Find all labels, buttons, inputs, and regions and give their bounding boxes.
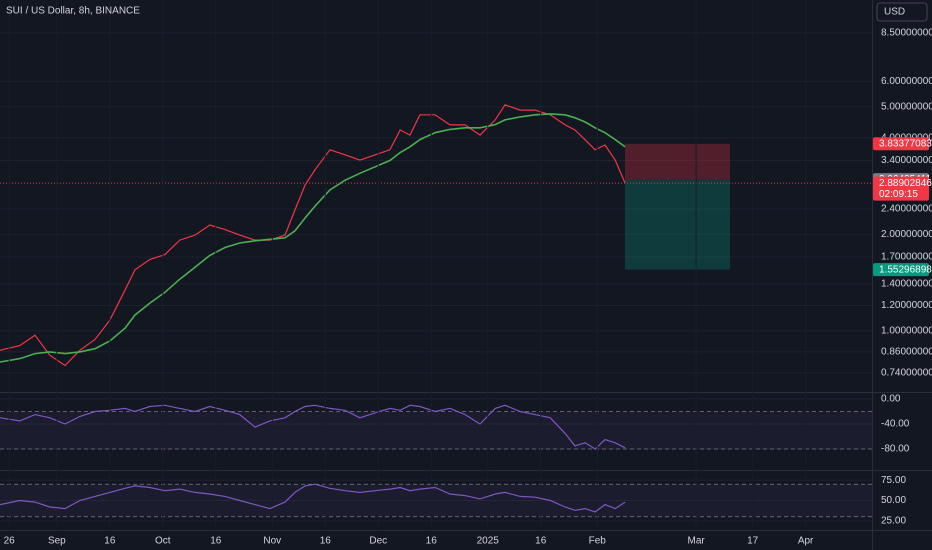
x-tick-label: Dec (369, 536, 387, 547)
target-zone (625, 179, 730, 270)
level-band (0, 484, 872, 517)
price-tag-label: 2.88902846 (879, 178, 932, 189)
y-tick-label: 75.00 (881, 475, 906, 486)
y-tick-label: 0.74000000 (881, 368, 932, 379)
y-tick-label: 1.70000000 (881, 252, 932, 263)
x-tick-label: 16 (320, 536, 332, 547)
y-tick-label: 6.00000000 (881, 76, 932, 87)
x-tick-label: Feb (589, 536, 607, 547)
x-tick-label: Sep (48, 536, 66, 547)
price-tag (873, 176, 929, 201)
countdown-label: 02:09:15 (879, 189, 918, 200)
y-tick-label: -40.00 (881, 419, 910, 430)
x-tick-label: 16 (535, 536, 547, 547)
stop-zone (625, 143, 730, 180)
y-tick-label: 2.00000000 (881, 229, 932, 240)
y-tick-label: 50.00 (881, 495, 906, 506)
price-tag (873, 137, 929, 151)
series-line (0, 113, 626, 363)
x-tick-label: 26 (4, 536, 16, 547)
y-tick-label: 5.00000000 (881, 101, 932, 112)
y-tick-label: 3.40000000 (881, 155, 932, 166)
currency-label[interactable]: USD (884, 7, 905, 18)
y-tick-label: 1.40000000 (881, 279, 932, 290)
x-tick-label: 16 (210, 536, 222, 547)
y-tick-label: -80.00 (881, 444, 910, 455)
y-tick-label: 0.00 (881, 394, 901, 405)
series-line (0, 483, 626, 513)
y-tick-label: 1.00000000 (881, 326, 932, 337)
x-tick-label: 16 (426, 536, 438, 547)
price-tag (873, 263, 929, 277)
price-tag-label: 3.83377083 (879, 138, 932, 149)
x-tick-label: Oct (155, 536, 171, 547)
series-line (0, 104, 626, 367)
y-tick-label: 25.00 (881, 515, 906, 526)
x-tick-label: 16 (104, 536, 116, 547)
y-tick-label: 1.20000000 (881, 300, 932, 311)
x-tick-label: 2025 (477, 536, 500, 547)
x-tick-label: Nov (263, 536, 281, 547)
currency-button[interactable] (876, 2, 928, 22)
y-tick-label: 8.50000000 (881, 27, 932, 38)
x-tick-label: Mar (687, 536, 705, 547)
x-tick-label: 17 (747, 536, 759, 547)
chart-title: SUI / US Dollar, 8h, BINANCE (6, 6, 140, 17)
y-tick-label: 2.40000000 (881, 204, 932, 215)
price-tag-label: 1.55296898 (879, 264, 932, 275)
level-band (0, 411, 872, 449)
series-line (0, 404, 626, 450)
y-tick-label: 0.86000000 (881, 347, 932, 358)
x-tick-label: Apr (798, 536, 814, 547)
